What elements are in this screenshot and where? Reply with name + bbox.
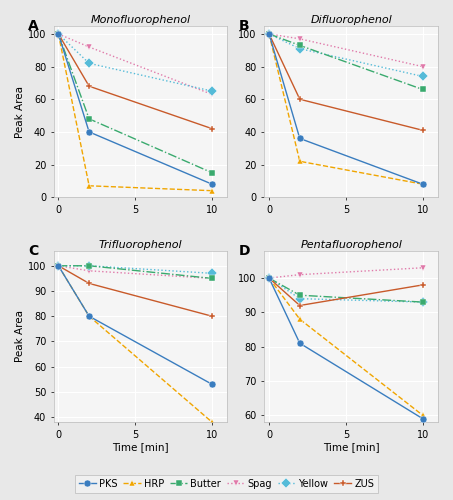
Title: Difluorophenol: Difluorophenol <box>310 15 392 25</box>
Y-axis label: Peak Area: Peak Area <box>15 310 25 362</box>
Legend: PKS, HRP, Butter, Spag, Yellow, ZUS: PKS, HRP, Butter, Spag, Yellow, ZUS <box>75 475 378 492</box>
Text: C: C <box>28 244 38 258</box>
Text: B: B <box>238 19 249 33</box>
X-axis label: Time [min]: Time [min] <box>323 442 380 452</box>
X-axis label: Time [min]: Time [min] <box>112 442 169 452</box>
Text: D: D <box>238 244 250 258</box>
Y-axis label: Peak Area: Peak Area <box>15 86 25 138</box>
Title: Pentafluorophenol: Pentafluorophenol <box>300 240 402 250</box>
Title: Monofluorophenol: Monofluorophenol <box>91 15 191 25</box>
Title: Trifluorophenol: Trifluorophenol <box>99 240 183 250</box>
Text: A: A <box>28 19 39 33</box>
